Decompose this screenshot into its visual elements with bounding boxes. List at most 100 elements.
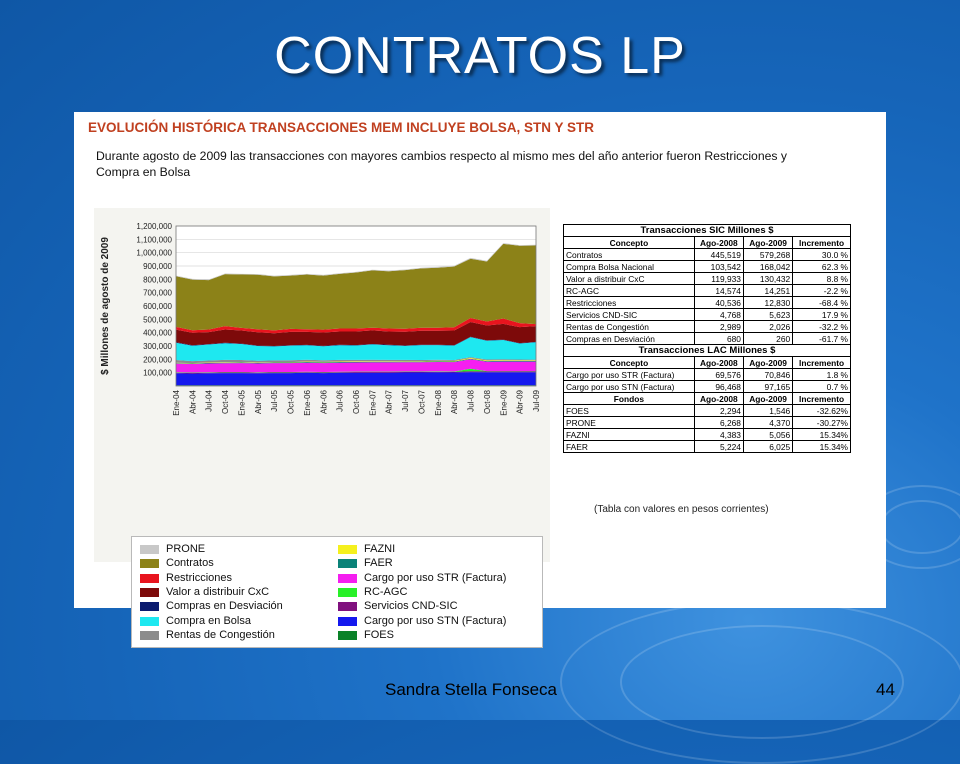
row-label: Valor a distribuir CxC [563,272,695,285]
row-label: Restricciones [563,296,695,309]
legend-label: RC-AGC [364,585,408,598]
table-header: Concepto [563,236,695,249]
y-tick-label: 400,000 [143,329,172,338]
table-row: Contratos 445,519 579,268 30.0 % [563,248,851,261]
chart-legend: PRONE Contratos Restricciones Valor a distr… [131,536,543,648]
legend-swatch [338,573,357,583]
legend-swatch [140,559,159,569]
legend-swatch [338,602,357,612]
table-row: PRONE 6,268 4,370 -30.27% [563,416,851,429]
area-series-cargo-por-uso-str-factura- [176,359,536,373]
row-label: Compras en Desviación [563,332,695,345]
row-label: Cargo por uso STR (Factura) [563,368,695,381]
area-series-servicios-cnd-sic [176,371,536,374]
panel-heading: EVOLUCIÓN HISTÓRICA TRANSACCIONES MEM IN… [88,120,595,135]
table-cell: 130,432 [742,272,794,285]
table-cell: 680 [693,332,744,345]
table-cell: -61.7 % [792,332,851,345]
legend-swatch [140,616,159,626]
table-cell: 4,370 [742,416,794,429]
table-row: Compra Bolsa Nacional 103,542 168,042 62.3 … [563,260,851,273]
table-cell: 2,294 [693,404,744,417]
x-tick-label: Oct-04 [221,389,230,414]
x-tick-label: Oct-08 [483,389,492,414]
row-label: PRONE [563,416,695,429]
table-cell: 5,224 [693,440,744,453]
table-cell: 15.34% [792,428,851,441]
table-cell: 6,268 [693,416,744,429]
table-row: Compras en Desviación 680 260 -61.7 % [563,332,851,345]
table-cell: 17.9 % [792,308,851,321]
row-label: Contratos [563,248,695,261]
y-axis-label: $ Millones de agosto de 2009 [100,237,111,375]
x-tick-label: Abr-05 [254,389,263,414]
y-tick-label: 600,000 [143,302,172,311]
table-cell: 6,025 [742,440,794,453]
legend-swatch [338,559,357,569]
row-label: Compra Bolsa Nacional [563,260,695,273]
y-tick-label: 700,000 [143,289,172,298]
row-label: Rentas de Congestión [563,320,695,333]
table-note: (Tabla con valores en pesos corrientes) [594,504,769,515]
legend-swatch [338,545,357,554]
row-label: FAER [563,440,695,453]
area-series-restricciones [176,318,536,334]
legend-swatch [140,587,159,597]
panel-description: Durante agosto de 2009 las transacciones… [96,149,787,179]
x-tick-label: Jul-08 [467,389,476,411]
area-series-rentas-de-congesti-n [176,357,536,364]
legend-label: Cargo por uso STN (Factura) [364,614,507,627]
area-series-valor-a-distribuir-cxc [176,322,536,346]
legend-label: Compra en Bolsa [166,614,251,627]
chart-container: 1,200,000 1,100,000 1,000,000 900,000 800,00… [94,208,550,648]
table-cell: 103,542 [693,260,744,273]
table-row: Cargo por uso STN (Factura) 96,468 97,165 0… [563,380,851,393]
y-tick-label: 1,000,000 [136,249,172,258]
table-row: FAER 5,224 6,025 15.34% [563,440,851,453]
x-tick-label: Abr-09 [516,389,525,414]
table-cell: -32.62% [792,404,851,417]
table-row: FAZNI 4,383 5,056 15.34% [563,428,851,441]
x-tick-label: Jul-04 [205,389,214,411]
table-row: RC-AGC 14,574 14,251 -2.2 % [563,284,851,297]
x-tick-label: Oct-06 [352,389,361,414]
table-header: Ago-2008 [693,236,744,249]
table-cell: 119,933 [693,272,744,285]
x-tick-label: Jul-06 [336,389,345,411]
table-header: Incremento [792,356,851,369]
table-cell: 15.34% [792,440,851,453]
y-tick-label: 800,000 [143,275,172,284]
table-cell: -68.4 % [792,296,851,309]
x-tick-label: Ene-04 [172,389,181,415]
area-series-cargo-por-uso-stn-factura- [176,372,536,386]
x-tick-label: Jul-07 [401,389,410,411]
table-cell: 1.8 % [792,368,851,381]
y-tick-label: 500,000 [143,315,172,324]
legend-label: FOES [364,628,394,641]
table-row: Valor a distribuir CxC 119,933 130,432 8.8 … [563,272,851,285]
table-header: Concepto [563,356,695,369]
legend-label: FAER [364,557,393,570]
table-header: Ago-2009 [742,236,794,249]
legend-label: Compras en Desviación [166,600,283,613]
table-cell: 97,165 [742,380,794,393]
table-cell: -30.27% [792,416,851,429]
x-tick-label: Abr-08 [450,389,459,414]
table-header: Ago-2009 [742,356,794,369]
legend-label: Cargo por uso STR (Factura) [364,571,507,584]
y-tick-label: 300,000 [143,342,172,351]
area-series-compra-en-bolsa [176,337,536,362]
table-row: Cargo por uso STR (Factura) 69,576 70,846 1… [563,368,851,381]
table-cell: 5,623 [742,308,794,321]
row-label: Servicios CND-SIC [563,308,695,321]
table-cell: 0.7 % [792,380,851,393]
table-cell: 4,768 [693,308,744,321]
table-cell: 70,846 [742,368,794,381]
table-cell: 2,026 [742,320,794,333]
legend-label: Valor a distribuir CxC [166,585,270,598]
table-cell: 12,830 [742,296,794,309]
table-body: FOES 2,294 1,546 -32.62% PRONE 6,268 4,370 -30.… [563,404,851,453]
x-tick-label: Abr-06 [319,389,328,414]
table-cell: 40,536 [693,296,744,309]
stacked-area-chart: 1,200,000 1,100,000 1,000,000 900,000 800,00… [100,222,541,416]
